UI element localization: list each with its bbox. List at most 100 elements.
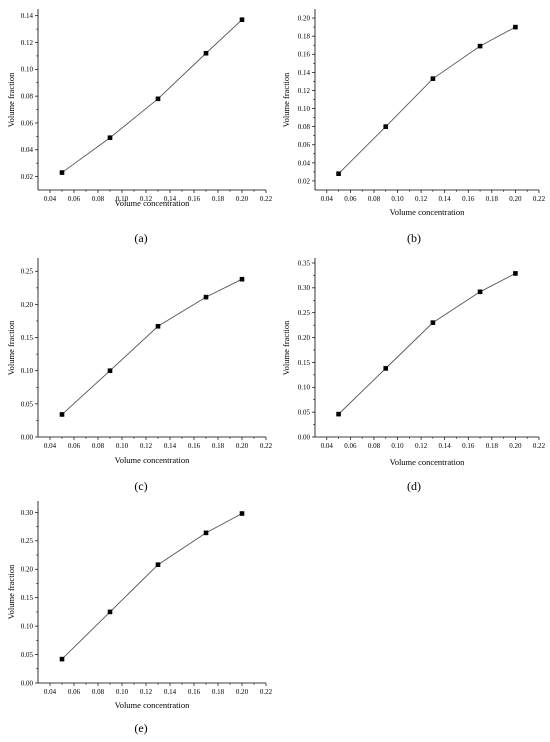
x-tick-label: 0.10 [116,688,129,696]
x-axis-title: Volume concentration [390,457,465,467]
y-tick-label: 0.10 [21,66,34,74]
x-tick-label: 0.20 [236,442,249,450]
y-tick-label: 0.04 [21,146,34,154]
y-tick-label: 0.10 [21,623,34,631]
y-tick-label: 0.00 [298,433,311,441]
x-tick-label: 0.12 [140,442,153,450]
plot-area: 0.04 0.06 0.08 0.10 0.12 0.14 0.16 0.18 0.20 0.22… [298,258,546,450]
chart-panel-e: 0.04 0.06 0.08 0.10 0.12 0.14 0.16 0.18 0.20 0.22… [0,495,275,742]
chart-panel-d: 0.04 0.06 0.08 0.10 0.12 0.14 0.16 0.18 0.20 0.22… [275,250,550,495]
x-tick-label: 0.10 [391,195,404,203]
data-point [107,368,113,374]
data-point [513,271,518,276]
data-point [155,323,161,329]
x-tick-label: 0.04 [321,195,334,203]
y-tick-label: 0.35 [298,259,311,267]
chart-panel-a: 0.04 0.06 0.08 0.10 0.12 0.14 0.16 0.18 0.20 0.22… [0,0,275,250]
x-tick-label: 0.12 [140,688,153,696]
data-point [430,320,436,325]
x-tick-label: 0.22 [260,195,273,203]
x-tick-label: 0.14 [164,195,177,203]
data-point [203,530,209,536]
x-tick-label: 0.06 [344,195,357,203]
data-point [59,656,65,662]
x-tick-label: 0.22 [260,688,273,696]
chart-svg-c: 0.04 0.06 0.08 0.10 0.12 0.14 0.16 0.18 0.20 0.22… [6,258,273,493]
panel-caption: (e) [134,721,147,735]
x-tick-label: 0.16 [188,688,201,696]
y-axis-title: Volume fraction [6,320,16,376]
x-tick-label: 0.18 [212,688,225,696]
data-point [59,412,65,417]
y-tick-label: 0.25 [298,309,311,317]
data-point [203,294,209,300]
y-tick-label: 0.20 [21,301,34,309]
chart-svg-b: 0.04 0.06 0.08 0.10 0.12 0.14 0.16 0.18 0.20 0.22… [281,9,546,245]
y-tick-label: 0.10 [298,105,311,113]
y-tick-label: 0.00 [21,433,34,441]
x-tick-label: 0.04 [44,195,57,203]
data-point [155,562,161,567]
y-tick-label: 0.10 [298,384,311,392]
y-axis-title: Volume fraction [6,72,16,128]
data-point [239,276,245,282]
x-tick-label: 0.04 [44,442,57,450]
data-point [430,76,436,81]
y-axis-title: Volume fraction [6,564,16,620]
chart-panel-b: 0.04 0.06 0.08 0.10 0.12 0.14 0.16 0.18 0.20 0.22… [275,0,550,250]
y-axis-title: Volume fraction [281,72,291,128]
data-point [239,511,245,516]
x-tick-label: 0.14 [164,688,177,696]
x-tick-label: 0.12 [415,442,428,450]
y-tick-label: 0.06 [21,119,34,127]
data-point [239,17,245,23]
chart-svg-a: 0.04 0.06 0.08 0.10 0.12 0.14 0.16 0.18 0.20 0.22… [6,9,273,245]
y-tick-label: 0.30 [298,284,311,292]
x-tick-label: 0.16 [462,442,475,450]
data-point [383,124,389,129]
y-tick-label: 0.25 [21,268,34,276]
x-axis-title: Volume concentration [390,207,465,217]
plot-area: 0.04 0.06 0.08 0.10 0.12 0.14 0.16 0.18 0.20 0.22… [298,9,546,203]
data-point [383,366,389,371]
data-point [107,609,113,615]
data-point [336,411,341,417]
panel-caption: (c) [134,479,147,493]
y-tick-label: 0.02 [21,173,34,181]
series-line [61,19,243,173]
x-tick-label: 0.08 [368,442,381,450]
x-tick-label: 0.12 [140,195,153,203]
y-tick-label: 0.20 [298,334,311,342]
data-point [203,50,209,56]
y-tick-label: 0.04 [298,159,311,167]
plot-area: 0.04 0.06 0.08 0.10 0.12 0.14 0.16 0.18 0.20 0.22… [21,258,273,450]
x-tick-label: 0.08 [92,688,105,696]
x-tick-label: 0.08 [92,195,105,203]
panel-caption: (d) [407,479,421,493]
x-tick-label: 0.16 [188,442,201,450]
x-tick-label: 0.20 [236,195,249,203]
x-axis-title: Volume concentration [115,455,190,465]
y-tick-label: 0.05 [21,400,34,408]
x-tick-label: 0.18 [486,442,499,450]
x-tick-label: 0.20 [509,442,522,450]
x-tick-label: 0.22 [533,195,546,203]
data-point [155,96,161,102]
y-tick-label: 0.14 [298,69,311,77]
y-tick-label: 0.18 [298,33,311,41]
x-tick-label: 0.10 [116,442,129,450]
y-tick-label: 0.16 [298,51,311,59]
x-axis-title: Volume concentration [115,700,190,710]
y-tick-label: 0.30 [21,509,34,517]
x-tick-label: 0.14 [439,195,452,203]
y-tick-label: 0.12 [21,39,34,47]
x-tick-label: 0.08 [92,442,105,450]
x-tick-label: 0.20 [509,195,522,203]
y-tick-label: 0.10 [21,367,34,375]
data-point [477,289,483,295]
x-tick-label: 0.06 [68,442,81,450]
x-tick-label: 0.16 [188,195,201,203]
x-tick-label: 0.18 [486,195,499,203]
chart-svg-d: 0.04 0.06 0.08 0.10 0.12 0.14 0.16 0.18 0.20 0.22… [281,258,546,493]
series-line [338,273,516,415]
